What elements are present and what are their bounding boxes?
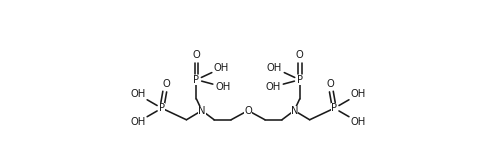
- Text: OH: OH: [351, 89, 366, 99]
- Text: OH: OH: [130, 117, 145, 127]
- Text: O: O: [326, 79, 334, 89]
- Text: O: O: [244, 106, 252, 116]
- Text: O: O: [162, 79, 170, 89]
- Text: N: N: [290, 106, 298, 116]
- Text: OH: OH: [267, 63, 282, 73]
- Text: OH: OH: [215, 82, 231, 92]
- Text: OH: OH: [351, 117, 366, 127]
- Text: O: O: [193, 50, 200, 60]
- Text: OH: OH: [265, 82, 281, 92]
- Text: OH: OH: [214, 63, 229, 73]
- Text: P: P: [297, 75, 302, 85]
- Text: O: O: [296, 50, 303, 60]
- Text: OH: OH: [130, 89, 145, 99]
- Text: P: P: [159, 103, 165, 113]
- Text: P: P: [194, 75, 199, 85]
- Text: P: P: [331, 103, 337, 113]
- Text: N: N: [198, 106, 206, 116]
